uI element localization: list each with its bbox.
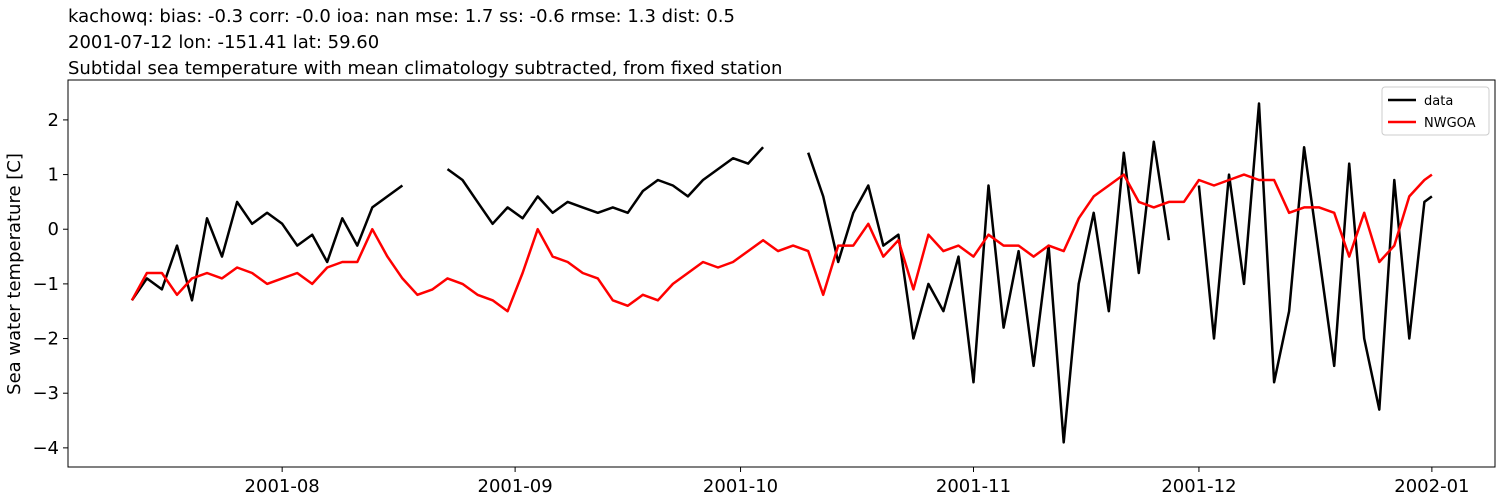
series-line xyxy=(130,102,1433,444)
y-tick-label: 0 xyxy=(48,219,59,240)
plot-frame xyxy=(67,79,1496,468)
y-tick-label: −2 xyxy=(32,329,59,350)
title-line: 2001-07-12 lon: -151.41 lat: 59.60 xyxy=(68,32,379,53)
title-line: Subtidal sea temperature with mean clima… xyxy=(68,58,782,79)
y-tick-label: −4 xyxy=(32,438,59,459)
x-tick-label: 2001-10 xyxy=(703,476,778,497)
y-tick-label: 1 xyxy=(48,165,59,186)
legend-label: data xyxy=(1424,94,1453,109)
x-tick-label: 2001-08 xyxy=(245,476,320,497)
x-tick-label: 2001-09 xyxy=(478,476,553,497)
y-tick-label: 2 xyxy=(48,110,59,131)
y-tick-label: −3 xyxy=(32,383,59,404)
legend-label: NWGOA xyxy=(1424,116,1476,131)
x-tick-label: 2001-11 xyxy=(936,476,1011,497)
series-line xyxy=(130,173,1433,313)
title-line: kachowq: bias: -0.3 corr: -0.0 ioa: nan … xyxy=(68,6,735,27)
x-tick-label: 2001-12 xyxy=(1161,476,1236,497)
x-tick-label: 2002-01 xyxy=(1394,476,1469,497)
y-tick-label: −1 xyxy=(32,274,59,295)
y-axis-label: Sea water temperature [C] xyxy=(4,153,25,395)
